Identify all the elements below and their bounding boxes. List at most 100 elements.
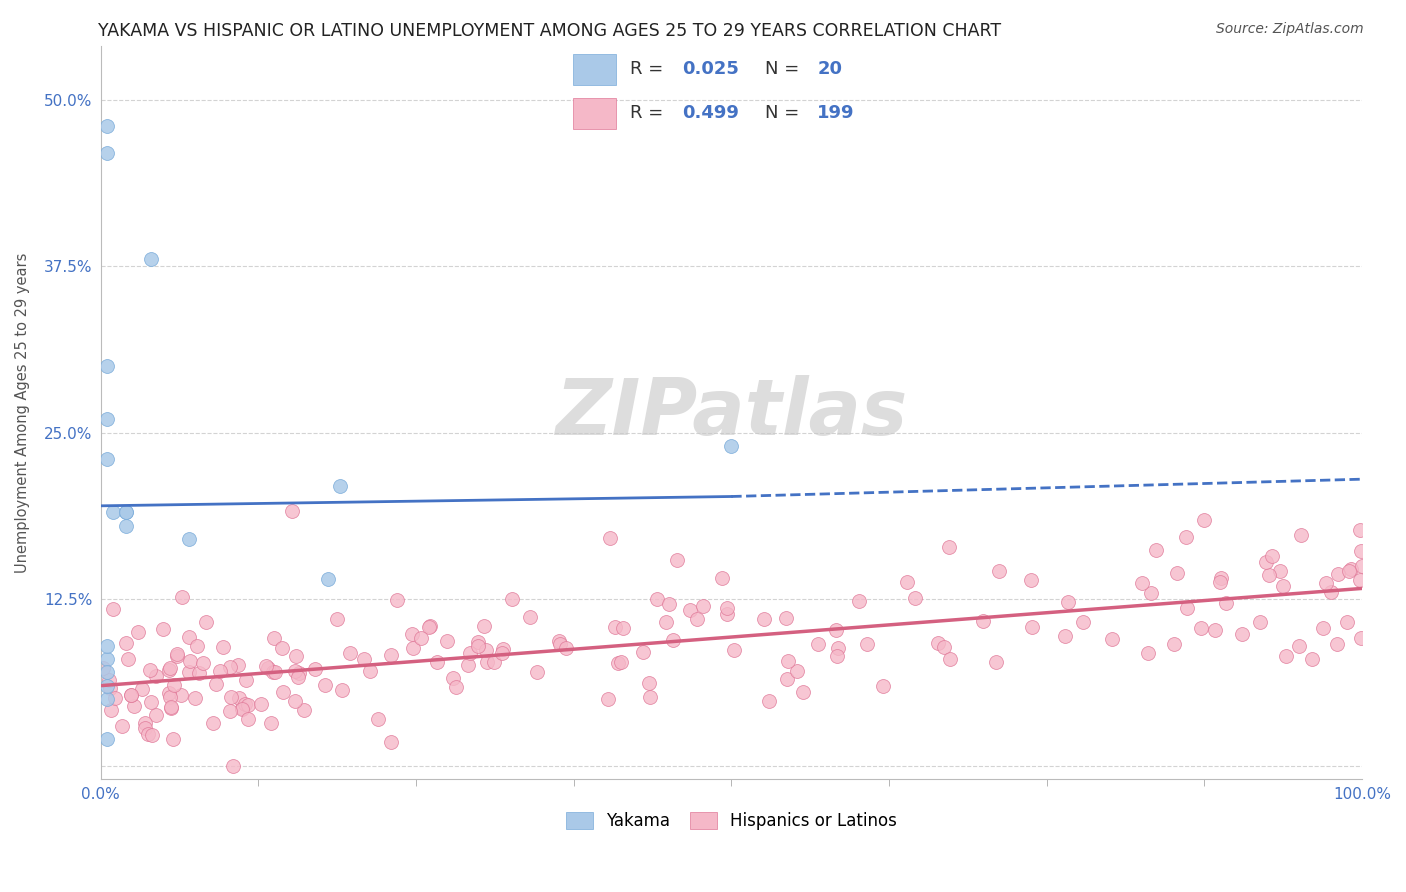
Point: [184, 690, 207, 705]
Point: [380, 734, 402, 748]
Point: [233, 697, 256, 711]
Point: [96, 731, 118, 746]
Point: [1021, 573, 1043, 587]
Point: [284, 664, 307, 678]
Point: [219, 690, 242, 704]
Point: [1053, 629, 1076, 643]
Point: [637, 676, 659, 690]
Point: [212, 640, 235, 654]
Text: 199: 199: [817, 104, 855, 122]
Point: [658, 597, 681, 611]
Point: [1101, 632, 1123, 647]
Point: [96, 665, 118, 680]
Point: [145, 707, 167, 722]
Point: [411, 631, 433, 645]
Point: [662, 632, 685, 647]
Point: [193, 656, 215, 670]
Point: [120, 688, 142, 702]
Point: [1272, 579, 1295, 593]
Point: [1209, 574, 1232, 589]
Point: [633, 645, 655, 659]
Point: [380, 648, 402, 662]
Point: [96, 359, 118, 373]
Point: [1348, 574, 1371, 588]
Point: [1174, 531, 1197, 545]
Point: [856, 637, 879, 651]
Point: [665, 553, 688, 567]
Point: [96, 639, 118, 653]
Point: [775, 611, 797, 625]
Point: [177, 630, 200, 644]
Point: [792, 685, 814, 699]
Point: [786, 664, 808, 678]
Point: [236, 698, 259, 712]
Point: [136, 727, 159, 741]
Point: [716, 601, 738, 615]
Point: [263, 665, 285, 680]
Point: [1021, 619, 1043, 633]
Point: [96, 412, 118, 426]
Point: [1312, 621, 1334, 635]
Point: [1230, 627, 1253, 641]
Point: [927, 635, 949, 649]
Point: [477, 655, 499, 669]
Point: [222, 758, 245, 772]
Point: [117, 651, 139, 665]
Point: [256, 661, 278, 675]
Point: [271, 685, 294, 699]
Point: [157, 664, 180, 678]
Point: [548, 637, 571, 651]
Point: [159, 690, 181, 705]
Point: [115, 636, 138, 650]
Point: [599, 531, 621, 545]
Point: [287, 666, 309, 681]
Point: [115, 506, 138, 520]
Point: [710, 571, 733, 585]
Point: [1209, 571, 1232, 585]
Point: [1166, 566, 1188, 580]
Point: [166, 648, 188, 663]
Point: [655, 615, 678, 630]
Point: [501, 591, 523, 606]
Point: [1256, 556, 1278, 570]
Point: [259, 715, 281, 730]
Point: [339, 646, 361, 660]
Point: [209, 664, 232, 678]
Text: Source: ZipAtlas.com: Source: ZipAtlas.com: [1216, 22, 1364, 37]
Point: [284, 648, 307, 663]
Point: [97, 673, 120, 687]
Point: [152, 622, 174, 636]
Point: [228, 690, 250, 705]
Point: [723, 643, 745, 657]
Point: [932, 640, 955, 655]
Point: [458, 646, 481, 660]
Point: [287, 670, 309, 684]
Text: N =: N =: [765, 104, 803, 122]
Point: [426, 655, 449, 669]
Point: [467, 634, 489, 648]
Point: [1136, 646, 1159, 660]
Point: [353, 652, 375, 666]
Point: [418, 620, 440, 634]
Point: [1351, 559, 1374, 574]
Point: [160, 699, 183, 714]
Point: [596, 692, 619, 706]
Point: [1194, 513, 1216, 527]
Point: [1315, 575, 1337, 590]
Point: [720, 439, 742, 453]
Point: [776, 672, 799, 686]
Text: N =: N =: [765, 61, 803, 78]
Point: [205, 677, 228, 691]
Point: [194, 615, 217, 629]
Point: [96, 119, 118, 133]
Point: [96, 452, 118, 467]
Point: [238, 712, 260, 726]
Point: [170, 590, 193, 604]
Point: [519, 610, 541, 624]
Point: [526, 665, 548, 680]
Point: [294, 703, 316, 717]
Point: [1189, 621, 1212, 635]
Point: [1071, 615, 1094, 629]
Point: [271, 641, 294, 656]
Text: 0.499: 0.499: [682, 104, 740, 122]
